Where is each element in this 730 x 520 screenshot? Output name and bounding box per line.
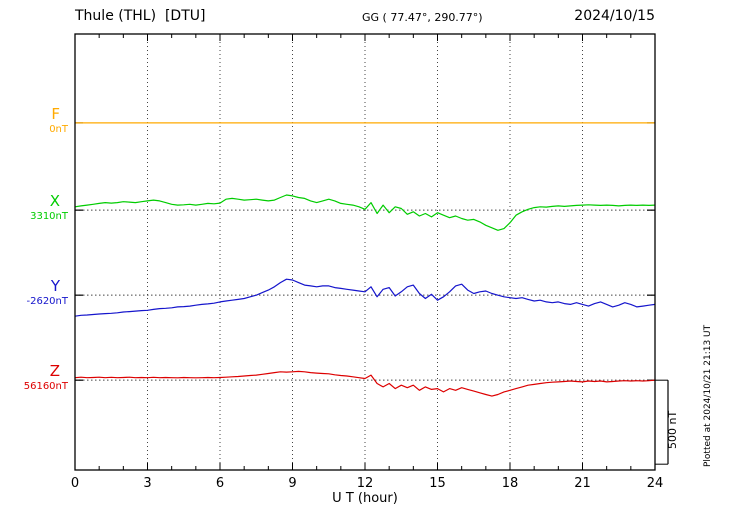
- station-title: Thule (THL) [DTU]: [75, 8, 206, 24]
- component-label-x: X 3310nT: [2, 193, 68, 222]
- component-letter-y: Y: [50, 277, 60, 296]
- xtick-label-24: 24: [647, 476, 664, 491]
- component-label-z: Z 56160nT: [2, 363, 68, 392]
- xtick-label-0: 0: [71, 476, 79, 491]
- xtick-label-18: 18: [502, 476, 519, 491]
- trace-X: [74, 194, 656, 231]
- scalebar-label: 500 nT: [666, 410, 679, 449]
- xtick-label-6: 6: [216, 476, 224, 491]
- xtick-label-3: 3: [143, 476, 151, 491]
- component-letter-z: Z: [49, 362, 60, 381]
- xtick-label-12: 12: [357, 476, 374, 491]
- component-baseline-f: 0nT: [49, 123, 68, 135]
- component-baseline-z: 56160nT: [23, 381, 68, 393]
- plotted-timestamp-note: Plotted at 2024/10/21 21:13 UT: [703, 324, 713, 467]
- component-label-f: F 0nT: [2, 106, 68, 135]
- plot-frame: [74, 33, 656, 471]
- component-baseline-x: 3310nT: [30, 211, 68, 223]
- xtick-label-9: 9: [288, 476, 296, 491]
- trace-Z: [74, 370, 656, 397]
- observation-date: 2024/10/15: [574, 8, 655, 24]
- x-axis-label: U T (hour): [332, 491, 398, 506]
- xtick-label-21: 21: [574, 476, 591, 491]
- xtick-label-15: 15: [429, 476, 446, 491]
- component-label-y: Y -2620nT: [2, 278, 68, 307]
- trace-Y: [74, 278, 656, 317]
- component-baseline-y: -2620nT: [26, 296, 68, 308]
- component-letter-f: F: [51, 104, 60, 123]
- component-letter-x: X: [49, 192, 60, 211]
- geographic-coordinates: GG ( 77.47°, 290.77°): [362, 11, 483, 24]
